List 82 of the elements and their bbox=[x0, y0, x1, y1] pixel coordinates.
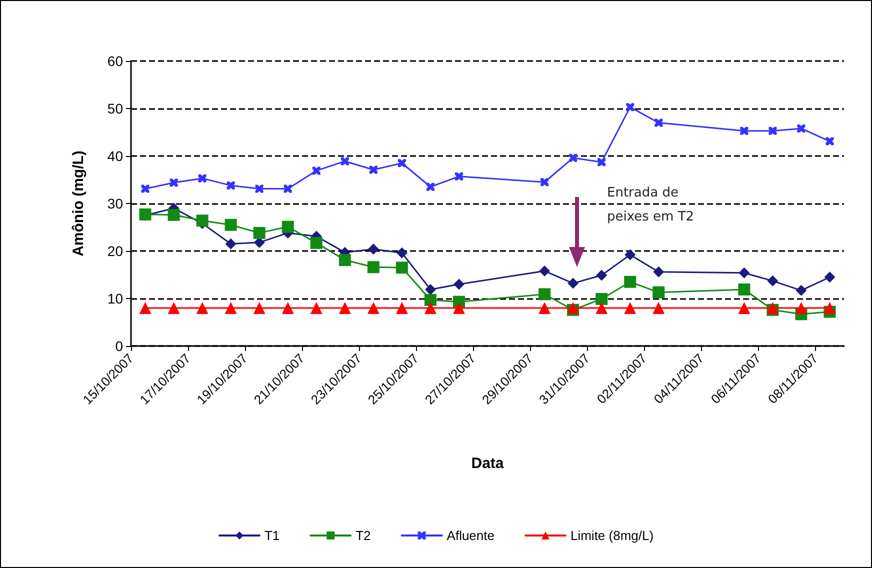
point bbox=[225, 238, 236, 250]
point bbox=[196, 302, 208, 314]
y-tick-label: 60 bbox=[107, 53, 124, 69]
point bbox=[198, 174, 206, 182]
point bbox=[396, 302, 408, 314]
point bbox=[652, 286, 665, 298]
point bbox=[224, 218, 237, 231]
y-tick-label: 0 bbox=[115, 338, 124, 354]
y-tick-label: 30 bbox=[107, 196, 124, 212]
point bbox=[540, 178, 549, 186]
point bbox=[624, 249, 636, 260]
point bbox=[168, 208, 180, 221]
y-tick-label: 10 bbox=[107, 290, 124, 306]
point bbox=[426, 182, 434, 191]
point bbox=[624, 276, 636, 288]
point bbox=[596, 270, 608, 281]
point bbox=[738, 267, 750, 278]
point bbox=[795, 302, 808, 314]
point bbox=[338, 254, 351, 266]
point bbox=[568, 278, 579, 289]
x-axis-title: Data bbox=[471, 455, 504, 472]
point bbox=[598, 158, 606, 166]
point bbox=[652, 302, 665, 314]
point bbox=[824, 302, 836, 314]
point bbox=[539, 265, 550, 276]
point bbox=[338, 302, 351, 314]
legend-label: Limite (8mg/L) bbox=[570, 528, 654, 543]
point bbox=[738, 302, 750, 314]
point bbox=[253, 302, 266, 314]
point bbox=[424, 294, 436, 306]
point bbox=[282, 220, 294, 233]
point bbox=[368, 244, 379, 255]
legend-label: Afluente bbox=[446, 528, 494, 543]
point bbox=[424, 284, 436, 295]
point bbox=[538, 288, 551, 300]
point bbox=[282, 302, 294, 314]
y-axis-title: Amônio (mg/L) bbox=[70, 150, 87, 256]
point bbox=[454, 172, 463, 180]
point bbox=[170, 178, 178, 187]
point bbox=[367, 302, 380, 314]
point bbox=[740, 126, 748, 135]
point bbox=[796, 284, 807, 296]
point bbox=[653, 266, 664, 278]
point bbox=[396, 247, 408, 258]
point bbox=[826, 137, 834, 146]
point bbox=[310, 236, 322, 249]
point bbox=[255, 184, 264, 193]
legend-label: T2 bbox=[356, 528, 371, 543]
legend-label: T1 bbox=[264, 528, 280, 543]
point bbox=[738, 283, 750, 296]
point bbox=[624, 302, 636, 314]
point bbox=[767, 275, 778, 286]
y-tick-label: 40 bbox=[107, 148, 124, 164]
point bbox=[340, 157, 349, 166]
point bbox=[452, 302, 465, 314]
point bbox=[398, 159, 406, 168]
annotation: Entrada de peixes em T2 bbox=[607, 186, 694, 224]
point bbox=[253, 226, 266, 239]
point bbox=[139, 302, 152, 314]
point bbox=[768, 126, 777, 135]
point bbox=[824, 272, 836, 283]
point bbox=[654, 118, 663, 127]
point bbox=[569, 154, 578, 162]
point bbox=[369, 166, 378, 174]
point bbox=[626, 103, 634, 112]
point bbox=[226, 181, 235, 190]
point bbox=[224, 302, 237, 314]
point bbox=[396, 262, 408, 274]
point bbox=[424, 302, 436, 314]
point bbox=[453, 278, 464, 290]
point bbox=[596, 302, 608, 314]
y-tick-label: 20 bbox=[107, 243, 124, 259]
point bbox=[797, 124, 806, 132]
point bbox=[367, 261, 380, 274]
point bbox=[141, 184, 150, 193]
point bbox=[312, 166, 320, 175]
point bbox=[310, 302, 322, 314]
point bbox=[168, 302, 180, 314]
point bbox=[538, 302, 551, 314]
y-tick-label: 50 bbox=[107, 100, 124, 116]
point bbox=[284, 184, 292, 193]
point bbox=[596, 292, 608, 305]
